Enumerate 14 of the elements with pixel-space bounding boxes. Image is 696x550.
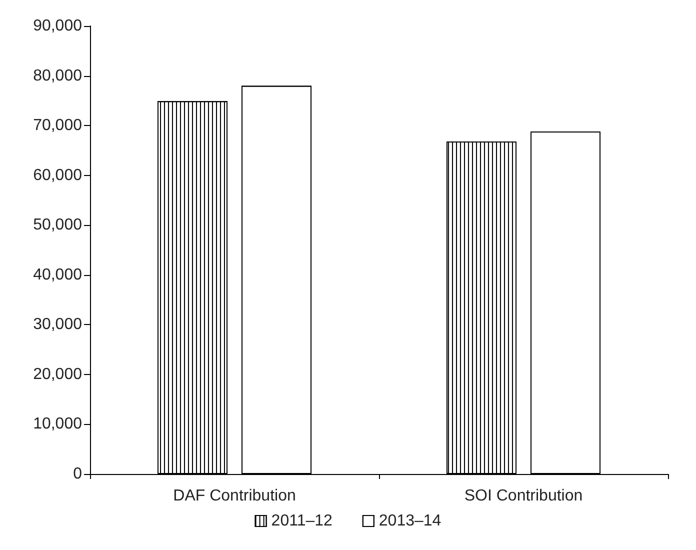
- y-tick-label: 70,000: [33, 117, 82, 134]
- x-tick-label: SOI Contribution: [464, 488, 583, 504]
- y-tick-label: 20,000: [33, 366, 82, 383]
- y-tick-label: 60,000: [33, 166, 82, 184]
- y-tick-label: 30,000: [33, 316, 82, 334]
- y-tick-label: 90,000: [33, 18, 82, 34]
- y-tick-label: 10,000: [33, 416, 82, 433]
- y-tick-label: 0: [73, 466, 82, 482]
- legend-label: 2011–12: [271, 512, 333, 530]
- y-tick-label: 50,000: [33, 216, 82, 234]
- y-tick-label: 80,000: [33, 67, 82, 84]
- legend-label: 2013–14: [378, 512, 442, 530]
- y-tick-label: 40,000: [33, 266, 82, 284]
- x-tick-label: DAF Contribution: [173, 488, 296, 504]
